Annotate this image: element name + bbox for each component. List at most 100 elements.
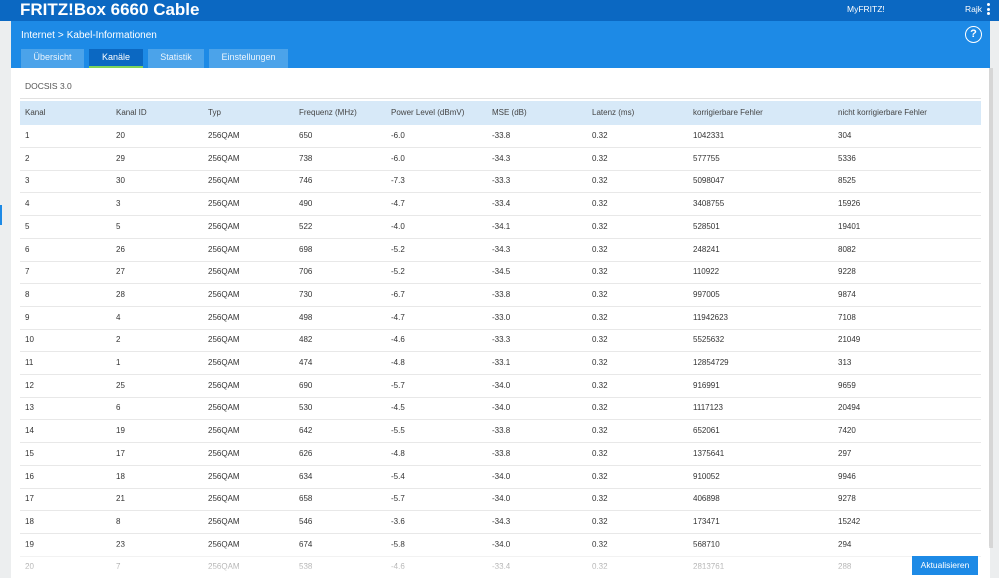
myfritz-link[interactable]: MyFRITZ! <box>847 4 885 14</box>
header-cell: nicht korrigierbare Fehler <box>838 108 927 117</box>
table-cell: 256QAM <box>208 335 240 345</box>
scrollbar[interactable] <box>989 68 993 548</box>
table-cell: 18 <box>116 471 125 481</box>
table-cell: 2 <box>25 153 30 163</box>
table-cell: -5.5 <box>391 426 405 436</box>
table-cell: 0.32 <box>592 426 608 436</box>
table-cell: -4.8 <box>391 448 405 458</box>
table-row: 10 2 256QAM 482 -4.6 -33.3 0.32 5525632 21049 <box>20 329 981 353</box>
table-cell: 23 <box>116 539 125 549</box>
divider <box>20 98 981 99</box>
table-row: 12 25 256QAM 690 -5.7 -34.0 0.32 916991 9659 <box>20 375 981 398</box>
table-cell: 5098047 <box>693 176 725 186</box>
table-cell: 15926 <box>838 199 861 209</box>
table-cell: -34.5 <box>492 267 511 277</box>
table-cell: 577755 <box>693 153 720 163</box>
content-panel: DOCSIS 3.0 Kanal Kanal ID Typ Frequenz (… <box>11 68 990 578</box>
table-cell: -34.0 <box>492 471 511 481</box>
table-cell: 6 <box>25 244 30 254</box>
table-cell: 3 <box>25 176 30 186</box>
table-row: 15 17 256QAM 626 -4.8 -33.8 0.32 1375641 297 <box>20 443 981 466</box>
table-cell: 5525632 <box>693 335 725 345</box>
table-cell: 658 <box>299 494 313 504</box>
table-row: 16 18 256QAM 634 -5.4 -34.0 0.32 910052 9946 <box>20 466 981 489</box>
table-cell: 1 <box>116 358 121 367</box>
user-name[interactable]: Rajk <box>965 4 983 14</box>
table-cell: 15242 <box>838 516 861 526</box>
table-cell: 2 <box>116 335 121 345</box>
tab-uebersicht[interactable]: Übersicht <box>21 49 84 68</box>
table-cell: 546 <box>299 516 313 526</box>
tab-statistik[interactable]: Statistik <box>148 49 204 68</box>
table-cell: 746 <box>299 176 313 186</box>
table-cell: 0.32 <box>592 244 608 254</box>
table-cell: -5.8 <box>391 539 405 549</box>
table-cell: 9 <box>25 312 30 322</box>
table-row: 8 28 256QAM 730 -6.7 -33.8 0.32 997005 9874 <box>20 284 981 307</box>
table-cell: 1042331 <box>693 131 725 140</box>
table-row: 2 29 256QAM 738 -6.0 -34.3 0.32 577755 5336 <box>20 148 981 171</box>
table-cell: 18 <box>25 516 34 526</box>
table-cell: -6.7 <box>391 289 405 299</box>
table-cell: 642 <box>299 426 313 436</box>
table-cell: 8082 <box>838 244 856 254</box>
table-cell: 7 <box>25 267 30 277</box>
table-cell: -34.1 <box>492 221 511 231</box>
header-cell: Latenz (ms) <box>592 108 635 117</box>
table-cell: -6.0 <box>391 131 405 140</box>
table-cell: 19 <box>116 426 125 436</box>
table-cell: 13 <box>25 403 34 413</box>
table-row: 4 3 256QAM 490 -4.7 -33.4 0.32 3408755 15926 <box>20 193 981 217</box>
table-cell: 17 <box>25 494 34 504</box>
help-icon[interactable]: ? <box>965 26 982 43</box>
table-row: 7 27 256QAM 706 -5.2 -34.5 0.32 110922 9228 <box>20 261 981 285</box>
table-cell: 256QAM <box>208 221 240 231</box>
table-cell: 522 <box>299 221 313 231</box>
product-name: FRITZ!Box 6660 Cable <box>20 0 200 19</box>
tab-kanaele[interactable]: Kanäle <box>89 49 143 68</box>
table-cell: 14 <box>25 426 34 436</box>
table-cell: 9874 <box>838 289 856 299</box>
header-cell: Power Level (dBmV) <box>391 108 465 117</box>
table-cell: 626 <box>299 448 313 458</box>
refresh-button[interactable]: Aktualisieren <box>912 556 978 575</box>
table-cell: -4.7 <box>391 199 405 209</box>
table-cell: 8525 <box>838 176 856 186</box>
table-row: 5 5 256QAM 522 -4.0 -34.1 0.32 528501 19401 <box>20 216 981 239</box>
table-cell: 256QAM <box>208 153 240 163</box>
table-cell: 0.32 <box>592 221 608 231</box>
breadcrumb-internet[interactable]: Internet <box>21 30 55 41</box>
table-cell: 0.32 <box>592 289 608 299</box>
table-row: 14 19 256QAM 642 -5.5 -33.8 0.32 652061 7420 <box>20 420 981 444</box>
table-cell: 110922 <box>693 267 720 277</box>
table-cell: 5336 <box>838 153 856 163</box>
table-cell: 9659 <box>838 380 856 390</box>
table-cell: 0.32 <box>592 358 608 367</box>
more-menu-icon[interactable] <box>987 3 991 17</box>
table-cell: -34.0 <box>492 539 511 549</box>
table-cell: 0.32 <box>592 312 608 322</box>
table-cell: 20 <box>116 131 125 140</box>
table-cell: 698 <box>299 244 313 254</box>
table-cell: 256QAM <box>208 494 240 504</box>
table-cell: -33.3 <box>492 335 511 345</box>
table-cell: 256QAM <box>208 176 240 186</box>
table-cell: -33.0 <box>492 312 511 322</box>
table-cell: 730 <box>299 289 313 299</box>
table-cell: 490 <box>299 199 313 209</box>
table-cell: 474 <box>299 358 313 367</box>
table-row: 17 21 256QAM 658 -5.7 -34.0 0.32 406898 9278 <box>20 488 981 512</box>
chevron-right-icon: > <box>57 30 64 41</box>
table-cell: -5.4 <box>391 471 405 481</box>
table-cell: 650 <box>299 131 313 140</box>
table-row: 13 6 256QAM 530 -4.5 -34.0 0.32 1117123 20494 <box>20 397 981 421</box>
table-cell: 0.32 <box>592 494 608 504</box>
table-cell: -34.3 <box>492 244 511 254</box>
table-cell: -5.2 <box>391 267 405 277</box>
table-cell: -34.0 <box>492 403 511 413</box>
table-cell: 1117123 <box>693 403 723 413</box>
table-cell: 256QAM <box>208 380 240 390</box>
tab-einstellungen[interactable]: Einstellungen <box>209 49 288 68</box>
table-cell: -33.8 <box>492 426 511 436</box>
table-cell: 3408755 <box>693 199 725 209</box>
